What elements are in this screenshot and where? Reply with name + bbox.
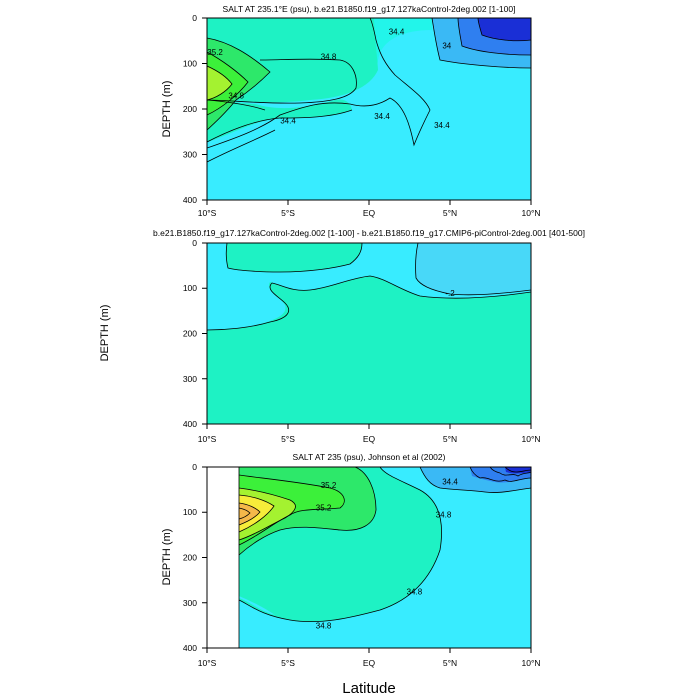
panel-2-xtick: 5°N [443, 434, 457, 444]
panel-3-ytick: 200 [183, 553, 197, 563]
panel-1-contour-fill [207, 18, 531, 200]
panel-2: b.e21.B1850.f19_g17.127kaControl-2deg.00… [99, 228, 585, 444]
contour-label: 35.2 [316, 504, 332, 513]
panel-1-xtick: 10°N [522, 208, 541, 218]
contour-label: 34.4 [389, 28, 405, 37]
panel-3-missing-region [207, 467, 239, 648]
contour-label: 34.4 [434, 121, 450, 130]
panel-2-contour-lines [207, 243, 531, 331]
panel-2-contour-labels: -.2 [445, 289, 455, 298]
panel-1-title: SALT AT 235.1°E (psu), b.e21.B1850.f19_g… [223, 4, 516, 14]
panel-2-ytick: 0 [192, 238, 197, 248]
panel-3-xtick: 5°N [443, 658, 457, 668]
panel-1-fill-deepblue [478, 18, 531, 41]
panel-1-ytick: 200 [183, 104, 197, 114]
panel-1-xtick: 5°N [443, 208, 457, 218]
contour-label: 34.8 [407, 587, 423, 596]
contour-label: 34.8 [316, 621, 332, 630]
panel-2-xtick: 5°S [281, 434, 295, 444]
panel-2-fill-lightsky [415, 243, 531, 295]
panel-2-ylabel: DEPTH (m) [99, 305, 111, 362]
panel-1-xtick: 5°S [281, 208, 295, 218]
panel-3-ytick: 0 [192, 462, 197, 472]
panel-3-ylabel: DEPTH (m) [161, 529, 173, 586]
contour-label: -.2 [445, 289, 455, 298]
panel-3-ytick: 100 [183, 507, 197, 517]
panel-2-ytick: 200 [183, 329, 197, 339]
panel-2-xtick: EQ [363, 434, 376, 444]
panel-3-contour-labels: 35.2 35.2 34.8 34.8 34.8 34.4 [316, 478, 459, 631]
panel-3-x-axis: 10°S 5°S EQ 5°N 10°N [198, 648, 541, 668]
panel-3-title: SALT AT 235 (psu), Johnson et al (2002) [293, 452, 446, 462]
panel-2-ytick: 300 [183, 374, 197, 384]
panel-3-xtick: 10°N [522, 658, 541, 668]
panel-1-ytick: 0 [192, 13, 197, 23]
panel-3-fill-deepblue [505, 467, 531, 474]
panel-2-x-axis: 10°S 5°S EQ 5°N 10°N [198, 424, 541, 444]
contour-label: 34.8 [321, 53, 337, 62]
panel-3-fill-cyan [239, 467, 531, 648]
contour-label: 34.4 [442, 478, 458, 487]
panel-1-ylabel: DEPTH (m) [161, 81, 173, 138]
panel-1-y-axis: 0 100 200 300 400 DEPTH (m) [161, 13, 207, 205]
contour-label: 35.2 [207, 48, 223, 57]
panel-2-xtick: 10°S [198, 434, 217, 444]
contour-label: 34.8 [228, 91, 244, 100]
panel-2-fill-turq [226, 243, 362, 272]
panel-1-ytick: 300 [183, 150, 197, 160]
panel-3-ytick: 300 [183, 598, 197, 608]
panel-3-xtick: EQ [363, 658, 376, 668]
panel-3-fill-orange2 [239, 508, 250, 519]
panel-1-fill-turq2 [207, 99, 352, 142]
contour-label: 35.2 [321, 481, 337, 490]
panel-3-xtick: 5°S [281, 658, 295, 668]
panel-3-ytick: 400 [183, 643, 197, 653]
panel-2-y-axis: 0 100 200 300 400 DEPTH (m) [99, 238, 207, 429]
contour-label: 34.4 [280, 116, 296, 125]
panel-3-xtick: 10°S [198, 658, 217, 668]
panel-2-contour-fill [207, 243, 531, 424]
panel-1-xtick: EQ [363, 208, 376, 218]
panel-1-fill-lime [207, 66, 232, 100]
panel-1-x-axis: 10°S 5°S EQ 5°N 10°N [198, 200, 541, 218]
panel-1-contour-labels: 35.2 34.8 34.8 34.4 34.4 34.4 34 34.4 [207, 28, 451, 130]
panel-1-contour-lines [207, 18, 531, 163]
panel-2-title: b.e21.B1850.f19_g17.127kaControl-2deg.00… [153, 228, 585, 238]
x-axis-label: Latitude [342, 680, 395, 697]
panel-2-ytick: 400 [183, 419, 197, 429]
panel-3: SALT AT 235 (psu), Johnson et al (2002) [161, 452, 541, 668]
panel-1-ytick: 400 [183, 195, 197, 205]
panel-1-xtick: 10°S [198, 208, 217, 218]
contour-label: 34 [442, 41, 451, 50]
contour-label: 34.8 [436, 511, 452, 520]
panel-3-fill-cyan2 [239, 596, 275, 615]
panel-3-contour-fill [239, 467, 531, 648]
contour-label: 34.4 [374, 112, 390, 121]
panel-2-ytick: 100 [183, 283, 197, 293]
panel-1-ytick: 100 [183, 59, 197, 69]
panel-3-contour-lines [238, 467, 531, 623]
panel-3-y-axis: 0 100 200 300 400 DEPTH (m) [161, 462, 207, 653]
panel-2-xtick: 10°N [522, 434, 541, 444]
panel-1: SALT AT 235.1°E (psu), b.e21.B1850.f19_g… [161, 4, 541, 218]
